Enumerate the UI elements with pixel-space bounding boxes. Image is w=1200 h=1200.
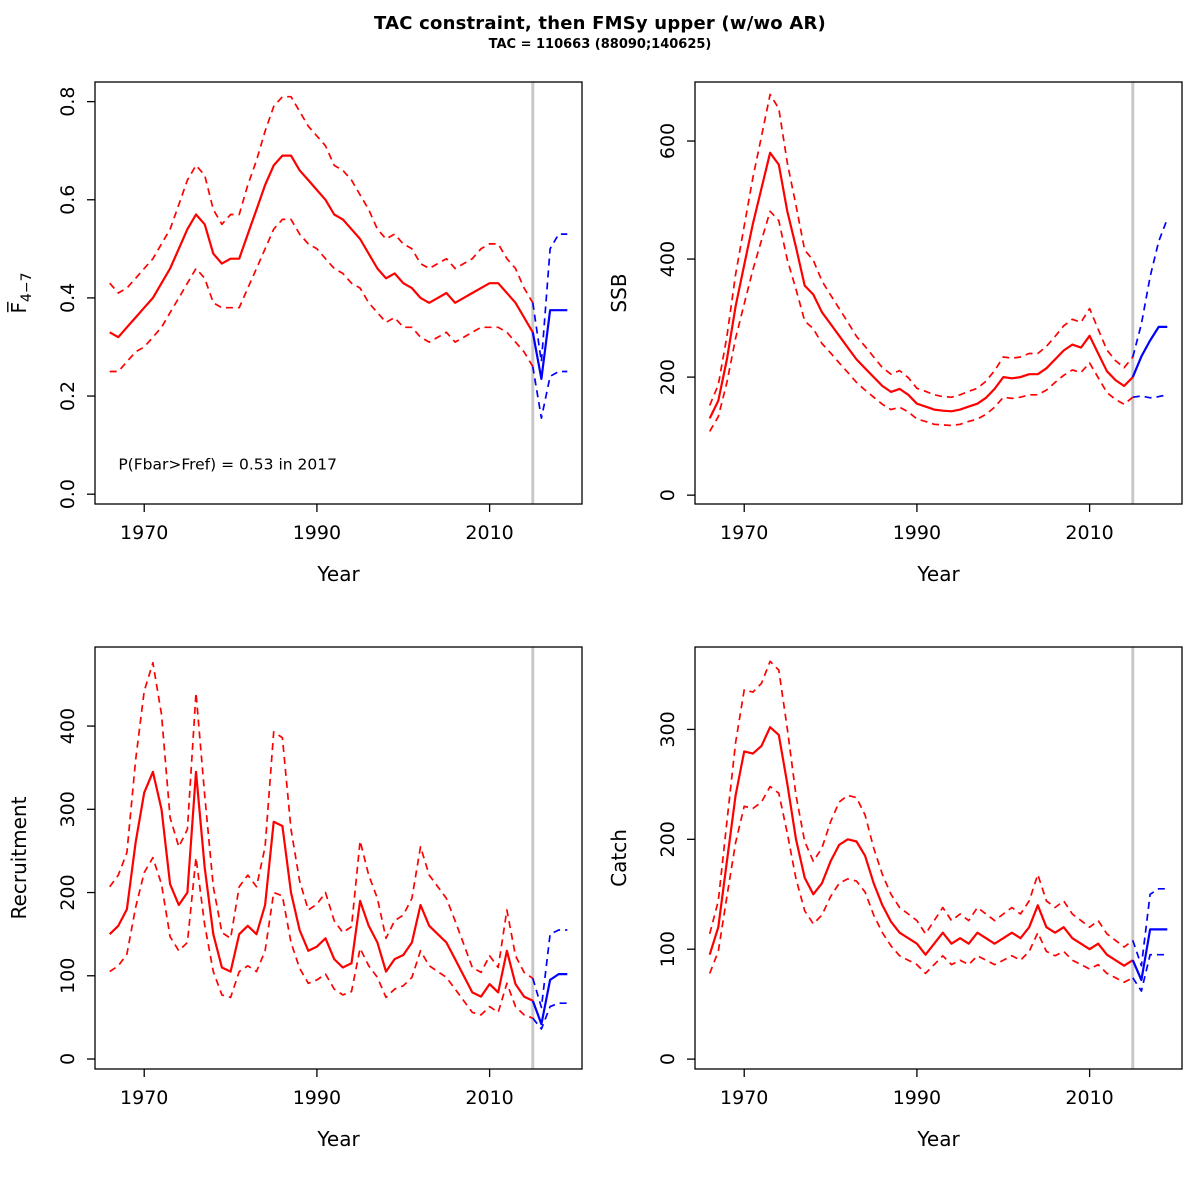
- x-tick-label: 1990: [293, 522, 341, 544]
- series-forecast-ci-upper: [531, 929, 568, 1009]
- series-ci-upper: [708, 93, 1134, 406]
- y-axis-title: SSB: [607, 273, 631, 312]
- series-forecast-ci-upper: [531, 233, 568, 363]
- y-axis-title: F̅4−7: [6, 272, 35, 313]
- y-tick-label: 300: [57, 791, 79, 827]
- plot-frame: [694, 81, 1183, 505]
- series-median: [708, 151, 1134, 419]
- y-axis-title: Catch: [607, 829, 631, 887]
- panel-fbar: 1970 1990 2010 0.0 0.2 0.4 0.6 0.8 P(Fbar>Fref) …: [6, 81, 583, 586]
- y-tick-label: 200: [57, 874, 79, 910]
- x-tick-label: 1970: [120, 1087, 168, 1109]
- y-tick-label: 400: [57, 708, 79, 744]
- plot-frame: [694, 646, 1183, 1070]
- series-forecast-ci-lower: [1132, 393, 1168, 399]
- series-forecast-median: [531, 309, 568, 380]
- plot-frame: [94, 81, 583, 505]
- series-median: [109, 154, 534, 339]
- x-tick-label: 2010: [465, 522, 513, 544]
- series-ci-upper: [109, 661, 534, 980]
- x-tick-label: 1990: [893, 522, 941, 544]
- series-median: [108, 770, 534, 1002]
- x-axis-title: Year: [316, 1127, 360, 1151]
- series-forecast-ci-upper: [1131, 218, 1169, 358]
- x-tick-label: 2010: [1065, 1087, 1113, 1109]
- x-tick-label: 2010: [465, 1087, 513, 1109]
- series-ci-lower: [708, 210, 1134, 432]
- series-forecast-median: [1131, 325, 1168, 378]
- y-axis-title: Recruitment: [7, 796, 31, 919]
- y-tick-label: 0.6: [57, 185, 79, 215]
- y-tick-label: 0.0: [57, 479, 79, 509]
- y-tick-label: 200: [657, 359, 679, 395]
- series-ci-lower: [109, 856, 534, 1019]
- series-forecast-ci-lower: [531, 366, 568, 419]
- x-axis-title: Year: [916, 1127, 960, 1151]
- series-ci-upper: [708, 660, 1134, 948]
- panel-ssb: 1970 1990 2010 0 200 400 600 Year SSB: [607, 81, 1183, 586]
- series-ci-upper: [109, 95, 534, 304]
- series-forecast-median: [1131, 928, 1168, 982]
- y-tick-label: 600: [657, 123, 679, 159]
- panel-grid: 1970 1990 2010 0.0 0.2 0.4 0.6 0.8 P(Fbar>Fref) …: [0, 54, 1200, 1184]
- series-forecast-ci-upper: [1131, 887, 1168, 967]
- plot-frame: [94, 646, 583, 1070]
- series-median: [708, 726, 1134, 967]
- y-tick-label: 0: [657, 489, 679, 501]
- x-tick-label: 1970: [720, 522, 768, 544]
- y-tick-label: 100: [57, 958, 79, 994]
- y-tick-label: 0.8: [57, 87, 79, 117]
- y-tick-label: 300: [657, 711, 679, 747]
- x-axis-title: Year: [316, 562, 360, 586]
- series-forecast-ci-lower: [532, 1002, 568, 1030]
- y-tick-label: 0.2: [57, 381, 79, 411]
- y-tick-label: 0: [657, 1053, 679, 1065]
- x-tick-label: 1990: [293, 1087, 341, 1109]
- series-forecast-median: [531, 973, 568, 1026]
- y-tick-label: 400: [657, 241, 679, 277]
- x-tick-label: 1970: [720, 1087, 768, 1109]
- x-tick-label: 1970: [120, 522, 168, 544]
- panel-recruitment: 1970 1990 2010 0 100 200 300 400 Year Recruitment: [7, 646, 583, 1151]
- y-tick-label: 0.4: [57, 283, 79, 313]
- y-tick-label: 100: [657, 931, 679, 967]
- figure-subtitle: TAC = 110663 (88090;140625): [488, 37, 712, 52]
- probability-annotation: P(Fbar>Fref) = 0.53 in 2017: [118, 456, 337, 474]
- y-tick-label: 0: [57, 1053, 79, 1065]
- panel-catch: 1970 1990 2010 0 100 200 300 Year Catch: [607, 646, 1183, 1151]
- series-forecast-ci-lower: [1132, 953, 1168, 992]
- figure-title: TAC constraint, then FMSy upper (w/wo AR…: [374, 13, 826, 34]
- x-tick-label: 1990: [893, 1087, 941, 1109]
- x-axis-title: Year: [916, 562, 960, 586]
- x-tick-label: 2010: [1065, 522, 1113, 544]
- y-tick-label: 200: [657, 821, 679, 857]
- series-ci-lower: [708, 785, 1134, 984]
